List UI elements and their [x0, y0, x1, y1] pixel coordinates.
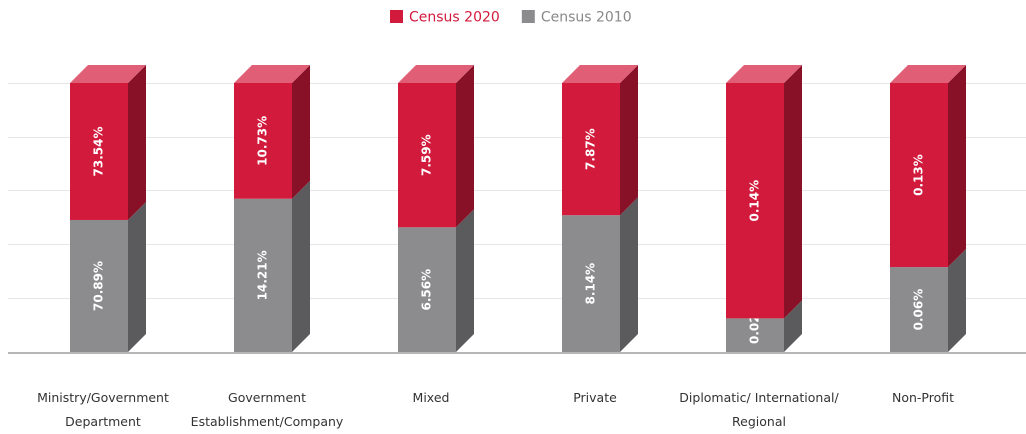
x-tick-label: Ministry/Government Department [37, 390, 169, 429]
bar-side [620, 65, 638, 216]
bar-side [948, 249, 966, 352]
bar-side [784, 65, 802, 319]
bar-side [128, 201, 146, 352]
bar-top [234, 65, 310, 83]
bar [726, 83, 784, 319]
value-label: 0.06% [912, 289, 926, 331]
bar-side [292, 65, 310, 199]
grid [8, 83, 1026, 299]
bar [234, 198, 292, 352]
bar [398, 227, 456, 352]
value-label: 0.13% [912, 154, 926, 196]
x-tick-label: Mixed [412, 390, 450, 405]
legend-label: Census 2020 [409, 10, 500, 26]
value-label: 70.89% [92, 261, 106, 311]
bar-side [784, 300, 802, 352]
bar-top [70, 65, 146, 83]
bar-top [398, 65, 474, 83]
value-label: 10.73% [256, 116, 270, 166]
value-label: 14.21% [256, 250, 270, 300]
x-tick-label: Private [573, 390, 617, 405]
value-label: 8.14% [584, 263, 598, 305]
bar [726, 318, 784, 352]
bar [562, 83, 620, 216]
bar-side [948, 65, 966, 268]
bar-top [726, 65, 802, 83]
value-label: 0.14% [748, 180, 762, 222]
bar [70, 219, 128, 352]
bar-side [456, 209, 474, 352]
bar [890, 267, 948, 352]
value-label: 7.59% [420, 134, 434, 176]
value-label: 7.87% [584, 128, 598, 170]
legend-swatch [521, 10, 535, 23]
bar-side [620, 197, 638, 352]
legend-swatch [390, 10, 403, 23]
bar-top [562, 65, 638, 83]
bar [70, 83, 128, 220]
bar [398, 83, 456, 228]
bar [562, 215, 620, 352]
bar [234, 83, 292, 199]
bar [890, 83, 948, 268]
legend-label: Census 2010 [541, 10, 632, 26]
x-tick-label: Government Establishment/Company [190, 390, 344, 429]
bar-side [456, 65, 474, 228]
value-label: 6.56% [420, 269, 434, 311]
x-tick-label: Non-Profit [891, 390, 955, 405]
bar-top [890, 65, 966, 83]
value-label: 73.54% [92, 126, 106, 176]
bar-side [128, 65, 146, 220]
x-tick-label: Diplomatic/ International/ Regional [679, 390, 839, 429]
bar-side [292, 180, 310, 352]
